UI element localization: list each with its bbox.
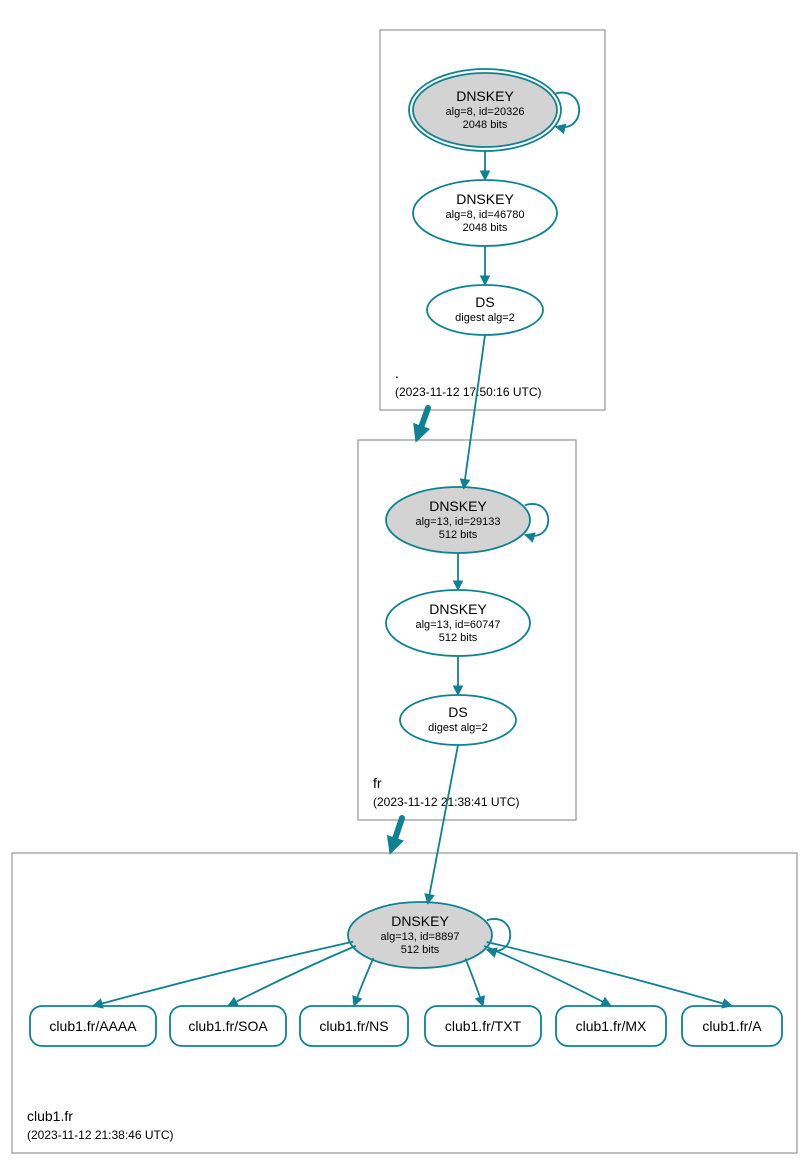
node-title-fr_ds: DS	[448, 704, 467, 720]
node-title-root_zsk: DNSKEY	[456, 191, 514, 207]
node-title-fr_zsk: DNSKEY	[429, 601, 487, 617]
leaf-label-mx: club1.fr/MX	[576, 1018, 647, 1034]
node-line2-fr_ksk: alg=13, id=29133	[415, 516, 500, 528]
node-title-c_ksk: DNSKEY	[391, 913, 449, 929]
node-line2-root_ds: digest alg=2	[455, 312, 515, 324]
zone-timestamp-club1: (2023-11-12 21:38:46 UTC)	[27, 1128, 174, 1142]
zone-timestamp-root: (2023-11-12 17:50:16 UTC)	[395, 385, 542, 399]
zone-label-root: .	[395, 365, 399, 381]
edge-club1-to-mx	[484, 946, 611, 1006]
edge-loop-root-ksk	[556, 93, 579, 128]
node-line2-root_ksk: alg=8, id=20326	[446, 106, 525, 118]
edge-club1-to-ns	[354, 958, 373, 1006]
edge-fr-ds-club1-ksk	[428, 745, 458, 904]
node-line3-fr_zsk: 512 bits	[439, 632, 478, 644]
edge-root-ds-fr-ksk	[464, 335, 485, 489]
zone-box-club1	[12, 853, 797, 1153]
leaf-label-txt: club1.fr/TXT	[445, 1018, 522, 1034]
node-title-fr_ksk: DNSKEY	[429, 498, 487, 514]
node-line2-root_zsk: alg=8, id=46780	[446, 209, 525, 221]
leaf-label-aaaa: club1.fr/AAAA	[49, 1018, 137, 1034]
edge-club1-to-a	[487, 942, 732, 1006]
node-fr_ds	[400, 695, 516, 745]
leaf-label-a: club1.fr/A	[702, 1018, 762, 1034]
leaf-label-ns: club1.fr/NS	[319, 1018, 388, 1034]
node-root_ds	[427, 285, 543, 335]
node-line2-fr_zsk: alg=13, id=60747	[415, 619, 500, 631]
node-line3-root_ksk: 2048 bits	[463, 119, 508, 131]
edge-club1-to-aaaa	[93, 942, 353, 1006]
leaf-label-soa: club1.fr/SOA	[188, 1018, 268, 1034]
node-title-root_ds: DS	[475, 294, 494, 310]
node-title-root_ksk: DNSKEY	[456, 88, 514, 104]
node-line2-fr_ds: digest alg=2	[428, 722, 488, 734]
node-line3-fr_ksk: 512 bits	[439, 529, 478, 541]
zone-label-fr: fr	[373, 775, 382, 791]
edge-club1-to-txt	[465, 958, 483, 1006]
node-line3-c_ksk: 512 bits	[401, 944, 440, 956]
node-line3-root_zsk: 2048 bits	[463, 222, 508, 234]
zone-label-club1: club1.fr	[27, 1108, 73, 1124]
edge-thick-root-to-fr	[418, 408, 428, 436]
edge-thick-fr-to-club1	[392, 818, 402, 848]
node-line2-c_ksk: alg=13, id=8897	[381, 931, 460, 943]
